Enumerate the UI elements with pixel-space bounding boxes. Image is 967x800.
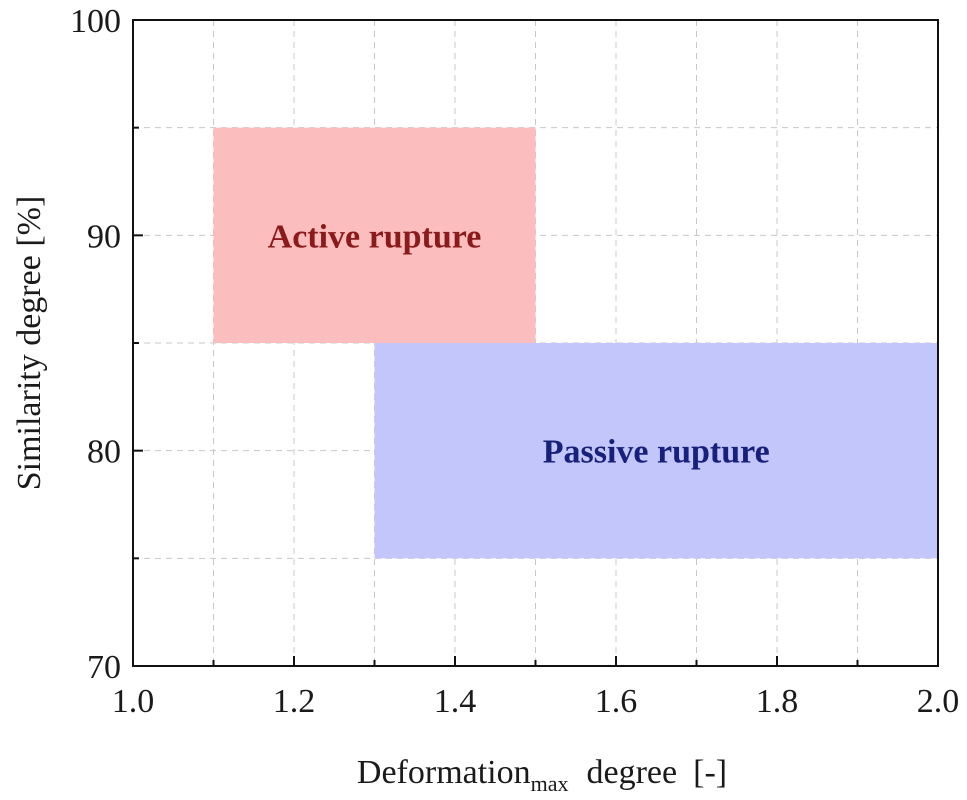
region-label-passive-rupture: Passive rupture [543, 434, 770, 471]
x-axis-title-unit: [-] [693, 754, 727, 791]
axis-ticks [132, 19, 939, 667]
x-tick-label: 1.4 [434, 683, 477, 720]
regions [213, 127, 938, 559]
x-tick-label: 1.2 [273, 683, 316, 720]
x-tick-label: 2.0 [917, 683, 960, 720]
x-axis-title-rest: degree [587, 754, 678, 791]
x-tick-label: 1.6 [595, 683, 638, 720]
y-tick-labels: 70 80 90 100 [70, 3, 121, 686]
region-passive-rupture [374, 343, 938, 559]
x-axis-title: Deformationmax degree [-] [357, 754, 727, 796]
y-axis-title: Similarity degree [%] [11, 196, 48, 491]
y-tick-label: 80 [87, 434, 121, 471]
region-labels: Active rupture Passive rupture [268, 218, 770, 470]
region-active-rupture [213, 127, 536, 344]
x-tick-labels: 1.0 1.2 1.4 1.6 1.8 2.0 [112, 683, 960, 720]
region-label-active-rupture: Active rupture [268, 218, 482, 255]
y-tick-label: 100 [70, 3, 121, 40]
x-tick-label: 1.8 [756, 683, 799, 720]
y-tick-label: 70 [87, 649, 121, 686]
x-axis-title-main: Deformation [357, 754, 531, 791]
x-tick-label: 1.0 [112, 683, 155, 720]
y-tick-label: 90 [87, 218, 121, 255]
x-axis-title-subscript: max [531, 771, 569, 796]
